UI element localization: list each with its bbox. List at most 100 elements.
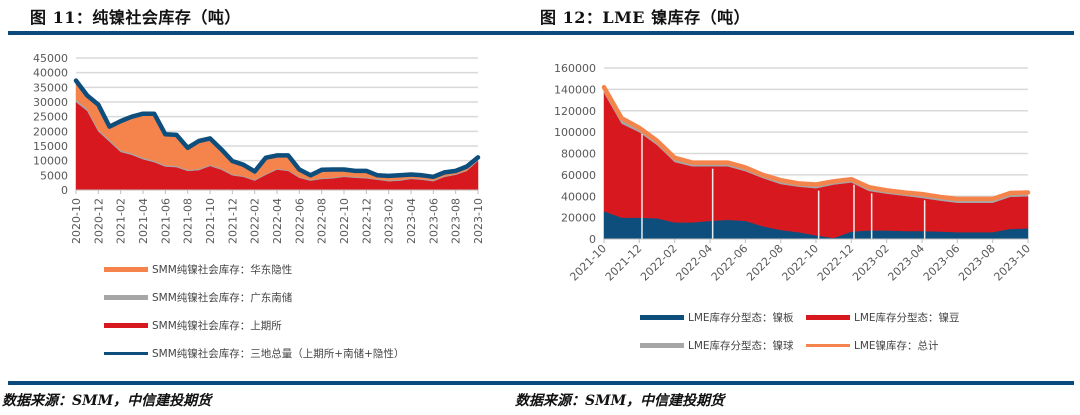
- data-point: [130, 114, 134, 119]
- x-tick-label: 2022-10: [338, 198, 351, 244]
- x-tick-label: 2021-12: [226, 198, 239, 244]
- data-point: [219, 147, 223, 151]
- data-point: [208, 136, 212, 141]
- x-tick-label: 2021-12: [603, 242, 645, 284]
- x-tick-label: 2022-12: [360, 198, 373, 244]
- data-point: [264, 155, 268, 160]
- x-tick-label: 2022-06: [709, 242, 751, 284]
- data-point: [778, 178, 783, 182]
- data-point: [814, 182, 818, 187]
- x-tick-label: 2021-02: [115, 198, 128, 244]
- y-tick-label: 20000: [33, 125, 68, 138]
- legend-label: SMM纯镍社会库存：上期所: [152, 320, 282, 332]
- footer-rule: [8, 381, 1074, 385]
- data-point: [398, 173, 402, 178]
- x-tick-label: 2022-12: [815, 242, 857, 284]
- data-point: [725, 160, 730, 165]
- y-tick-label: 60000: [561, 169, 596, 182]
- x-tick-label: 2022-08: [316, 198, 329, 244]
- data-point: [141, 111, 145, 116]
- legend-label: LME库存分型态：镍豆: [854, 312, 960, 324]
- y-tick-label: 30000: [33, 96, 68, 109]
- data-point: [465, 164, 469, 169]
- data-point: [902, 190, 907, 195]
- y-tick-label: 140000: [554, 83, 596, 96]
- data-point: [364, 169, 369, 173]
- x-tick-label: 2022-02: [638, 242, 680, 284]
- data-point: [308, 173, 313, 178]
- data-point: [476, 155, 480, 160]
- y-tick-label: 35000: [33, 81, 68, 94]
- data-point: [342, 167, 346, 172]
- y-tick-label: 80000: [561, 148, 596, 161]
- x-tick-label: 2023-10: [472, 198, 485, 244]
- data-point: [331, 167, 335, 172]
- legend-swatch-orange-line: [806, 344, 850, 347]
- y-tick-label: 5000: [40, 169, 68, 182]
- x-tick-label: 2023-02: [383, 198, 396, 244]
- data-point: [185, 146, 190, 150]
- data-point: [990, 197, 995, 201]
- data-point: [453, 169, 458, 173]
- data-point: [619, 116, 624, 120]
- legend-swatch-orange: [104, 267, 148, 272]
- y-tick-label: 160000: [554, 62, 596, 75]
- data-point: [152, 111, 156, 116]
- y-tick-label: 45000: [33, 52, 68, 65]
- legend-label: LME库存分型态：镍球: [688, 340, 794, 352]
- data-point: [353, 169, 357, 173]
- data-point: [241, 163, 246, 167]
- chart1-legend: SMM纯镍社会库存：华东隐性 SMM纯镍社会库存：广东南储 SMM纯镍社会库存：…: [104, 262, 524, 372]
- x-tick-label: 2023-04: [405, 198, 418, 244]
- data-point: [386, 174, 391, 178]
- data-point: [743, 165, 748, 170]
- data-point: [286, 153, 290, 158]
- y-tick-label: 25000: [33, 111, 68, 124]
- data-point: [637, 126, 642, 130]
- x-tick-label: 2021-06: [159, 198, 172, 244]
- data-point: [655, 138, 659, 143]
- x-tick-label: 2020-10: [70, 198, 83, 244]
- data-point: [275, 153, 279, 158]
- data-point: [197, 139, 201, 143]
- legend-swatch-red: [104, 323, 148, 328]
- y-tick-label: 100000: [554, 126, 596, 139]
- data-point: [867, 185, 871, 189]
- data-point: [831, 179, 836, 184]
- data-point: [118, 119, 123, 123]
- legend-swatch-red: [806, 315, 850, 320]
- data-point: [74, 78, 78, 83]
- x-tick-label: 2021-10: [204, 198, 217, 244]
- data-point: [174, 133, 179, 137]
- chart2-legend: LME库存分型态：镍板 LME库存分型态：镍豆 LME库存分型态：镍球 LME镍…: [640, 310, 1040, 360]
- data-point: [708, 160, 712, 165]
- header-rule: [8, 31, 1074, 35]
- x-tick-label: 2021-10: [567, 242, 609, 284]
- data-point: [796, 181, 801, 186]
- legend-item-guangdong: SMM纯镍社会库存：广东南储: [104, 290, 292, 305]
- y-tick-label: 10000: [33, 155, 68, 168]
- y-tick-label: 0: [589, 233, 596, 246]
- data-point: [602, 85, 606, 89]
- y-tick-label: 40000: [33, 67, 68, 80]
- legend-swatch-navy: [640, 315, 684, 320]
- data-point: [409, 172, 413, 177]
- x-tick-label: 2022-08: [744, 242, 786, 284]
- data-point: [252, 169, 257, 174]
- data-point: [937, 195, 942, 199]
- data-point: [690, 160, 695, 165]
- x-tick-label: 2023-08: [450, 198, 463, 244]
- data-point: [761, 173, 765, 177]
- data-point: [85, 93, 89, 98]
- data-point: [1026, 190, 1030, 195]
- data-point: [920, 192, 924, 196]
- y-tick-label: 120000: [554, 105, 596, 118]
- y-tick-label: 20000: [561, 212, 596, 225]
- data-point: [1008, 191, 1013, 195]
- legend-label: SMM纯镍社会库存：华东隐性: [152, 264, 293, 276]
- data-point: [297, 167, 302, 172]
- legend-item-total: SMM纯镍社会库存：三地总量（上期所+南储+隐性）: [104, 346, 404, 361]
- legend-swatch-gray: [640, 343, 684, 348]
- data-point: [955, 197, 960, 201]
- legend-item-briquette: LME库存分型态：镍豆: [806, 310, 960, 325]
